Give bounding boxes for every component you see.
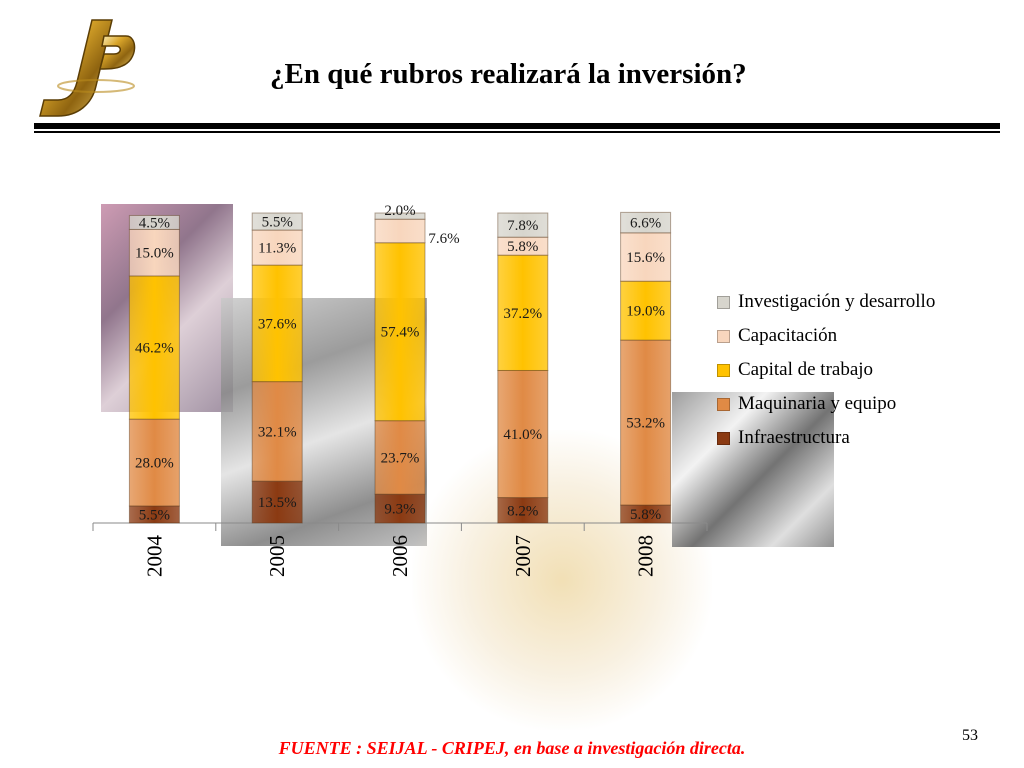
bar-segment-2008-4 xyxy=(620,211,672,234)
data-label: 7.6% xyxy=(428,231,459,247)
legend-swatch xyxy=(717,431,730,445)
bar-segment-2007-2 xyxy=(497,254,549,371)
page-title: ¿En qué rubros realizará la inversión? xyxy=(270,58,747,90)
data-label: 15.6% xyxy=(626,250,665,266)
bar-segment-2007-4 xyxy=(497,212,549,238)
data-label: 5.5% xyxy=(139,507,170,523)
data-label: 37.6% xyxy=(258,316,297,332)
data-label: 5.8% xyxy=(507,239,538,255)
data-label: 9.3% xyxy=(384,502,415,518)
data-label: 2.0% xyxy=(384,203,415,219)
legend-item: Infraestructura xyxy=(717,421,935,455)
x-tick-label: 2005 xyxy=(265,535,289,577)
jp-logo xyxy=(39,19,136,117)
legend-swatch xyxy=(717,329,730,343)
data-label: 28.0% xyxy=(135,456,174,472)
bar-segment-2005-0 xyxy=(251,480,303,524)
bar-segment-2006-2 xyxy=(374,242,426,422)
bar-segment-2004-2 xyxy=(128,275,180,420)
data-label: 4.5% xyxy=(139,215,170,231)
legend-label: Investigación y desarrollo xyxy=(738,291,936,312)
data-label: 46.2% xyxy=(135,341,174,357)
bar-segment-2008-3 xyxy=(620,232,672,282)
bar-segment-2008-2 xyxy=(620,280,672,341)
data-label: 15.0% xyxy=(135,246,174,262)
data-label: 37.2% xyxy=(503,306,542,322)
bar-segment-2006-0 xyxy=(374,493,426,524)
bar-segment-2004-1 xyxy=(128,418,180,507)
bar-segment-2005-2 xyxy=(251,264,303,383)
legend-swatch xyxy=(717,295,730,309)
legend-label: Capital de trabajo xyxy=(738,359,874,380)
data-label: 23.7% xyxy=(381,450,420,466)
x-tick-label: 2006 xyxy=(388,535,412,577)
data-label: 41.0% xyxy=(503,427,542,443)
bar-segment-2006-4 xyxy=(374,212,426,220)
data-label: 13.5% xyxy=(258,495,297,511)
source-note: FUENTE : SEIJAL - CRIPEJ, en base a inve… xyxy=(278,738,746,758)
x-tick-label: 2007 xyxy=(511,535,535,577)
legend-item: Capacitación xyxy=(717,319,935,353)
x-tick-label: 2008 xyxy=(634,535,658,577)
bar-segment-2005-4 xyxy=(251,212,303,231)
title-divider-thin xyxy=(34,131,1000,133)
legend-item: Capital de trabajo xyxy=(717,353,935,387)
data-label: 8.2% xyxy=(507,503,538,519)
title-divider xyxy=(34,123,1000,129)
bar-segment-2004-4 xyxy=(128,214,180,230)
legend-item: Maquinaria y equipo xyxy=(717,387,935,421)
data-label: 5.8% xyxy=(630,507,661,523)
data-label: 11.3% xyxy=(258,241,296,257)
page-number: 53 xyxy=(962,727,978,744)
bar-segment-2006-3 xyxy=(374,218,426,244)
legend-label: Capacitación xyxy=(738,325,838,346)
legend-swatch xyxy=(717,363,730,377)
bar-segment-2007-0 xyxy=(497,497,549,524)
data-label: 6.6% xyxy=(630,216,661,232)
background-photo xyxy=(672,392,834,547)
data-label: 57.4% xyxy=(381,325,420,341)
legend-label: Infraestructura xyxy=(738,427,850,448)
legend-swatch xyxy=(717,397,730,411)
x-tick-label: 2004 xyxy=(142,535,166,578)
data-label: 5.5% xyxy=(262,215,293,231)
legend-label: Maquinaria y equipo xyxy=(738,393,897,414)
bar-segment-2007-1 xyxy=(497,369,549,499)
bar-segment-2005-3 xyxy=(251,229,303,266)
data-label: 32.1% xyxy=(258,424,297,440)
data-label: 7.8% xyxy=(507,218,538,234)
chart-legend: Investigación y desarrollo Capacitación Ca… xyxy=(717,285,935,455)
data-label: 53.2% xyxy=(626,416,665,432)
bar-segment-2004-3 xyxy=(128,228,180,277)
bar-segment-2005-1 xyxy=(251,381,303,482)
legend-item: Investigación y desarrollo xyxy=(717,285,935,319)
data-label: 19.0% xyxy=(626,304,665,320)
